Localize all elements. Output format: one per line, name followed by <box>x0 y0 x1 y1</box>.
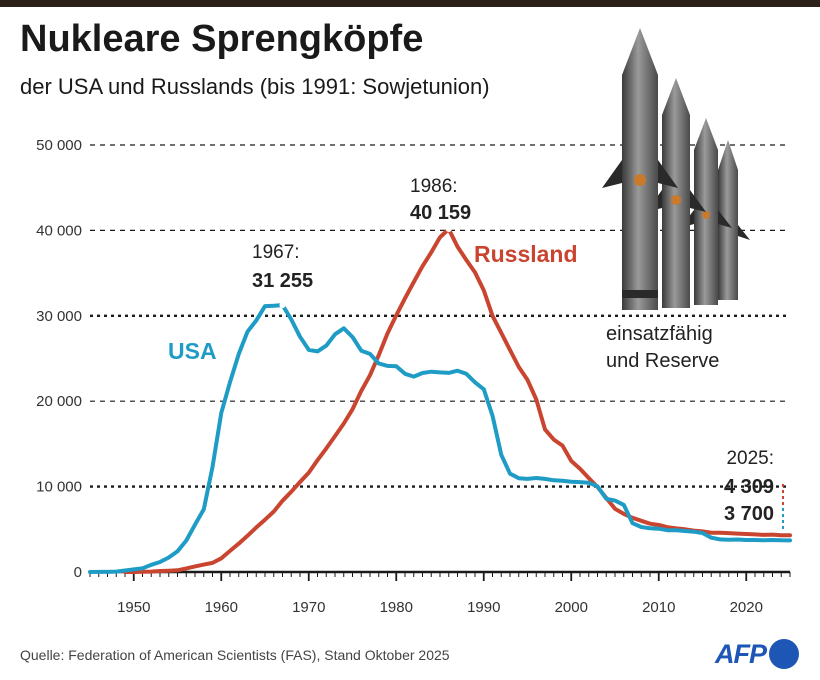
top-bar <box>0 0 820 7</box>
annotation-russland-year: 1986: <box>410 176 458 197</box>
series-line-usa <box>88 303 792 574</box>
afp-logo: AFP <box>715 638 799 670</box>
x-tick-label: 1960 <box>205 599 238 616</box>
annotation-usa-year: 1967: <box>252 242 300 263</box>
x-tick-label: 1970 <box>292 599 325 616</box>
x-axis-ticks: 1950 1960 1970 1980 1990 2000 2010 2020 <box>89 572 791 616</box>
missile-icon <box>602 28 750 310</box>
y-tick-label: 50 000 <box>36 137 82 154</box>
missile-icon <box>602 28 678 310</box>
afp-logo-text: AFP <box>715 638 767 669</box>
x-tick-label: 2010 <box>642 599 675 616</box>
series-label-russland: Russland <box>474 241 578 267</box>
y-tick-label: 0 <box>74 564 82 581</box>
illustration-caption-line1: einsatzfähig <box>606 323 713 345</box>
annotation-usa-value: 31 255 <box>252 270 313 292</box>
annotation-latest-russland-value: 4 309 <box>724 476 774 498</box>
chart-subtitle: der USA und Russlands (bis 1991: Sowjetu… <box>20 74 490 99</box>
x-tick-label: 2000 <box>555 599 588 616</box>
series-label-usa: USA <box>168 338 217 364</box>
annotation-latest-usa-value: 3 700 <box>724 503 774 525</box>
missile-icon <box>680 118 732 305</box>
y-tick-label: 20 000 <box>36 393 82 410</box>
y-tick-label: 40 000 <box>36 222 82 239</box>
missile-icon <box>646 78 706 308</box>
chart: 0 10 000 20 000 30 000 40 000 50 000 1950 1960… <box>36 28 792 616</box>
y-tick-label: 10 000 <box>36 479 82 496</box>
x-tick-label: 1990 <box>467 599 500 616</box>
illustration-caption-line2: und Reserve <box>606 350 719 372</box>
annotation-russland-value: 40 159 <box>410 202 471 224</box>
peak-marker-russland <box>445 226 452 233</box>
afp-logo-dot <box>769 639 799 669</box>
x-tick-label: 2020 <box>730 599 763 616</box>
annotation-latest-year: 2025: <box>726 448 774 469</box>
y-tick-label: 30 000 <box>36 308 82 325</box>
peak-marker-usa <box>279 302 286 309</box>
x-tick-label: 1980 <box>380 599 413 616</box>
source-note: Quelle: Federation of American Scientist… <box>20 647 450 663</box>
y-axis-ticks: 0 10 000 20 000 30 000 40 000 50 000 <box>36 137 82 581</box>
chart-title: Nukleare Sprengköpfe <box>20 18 424 60</box>
x-tick-label: 1950 <box>117 599 150 616</box>
